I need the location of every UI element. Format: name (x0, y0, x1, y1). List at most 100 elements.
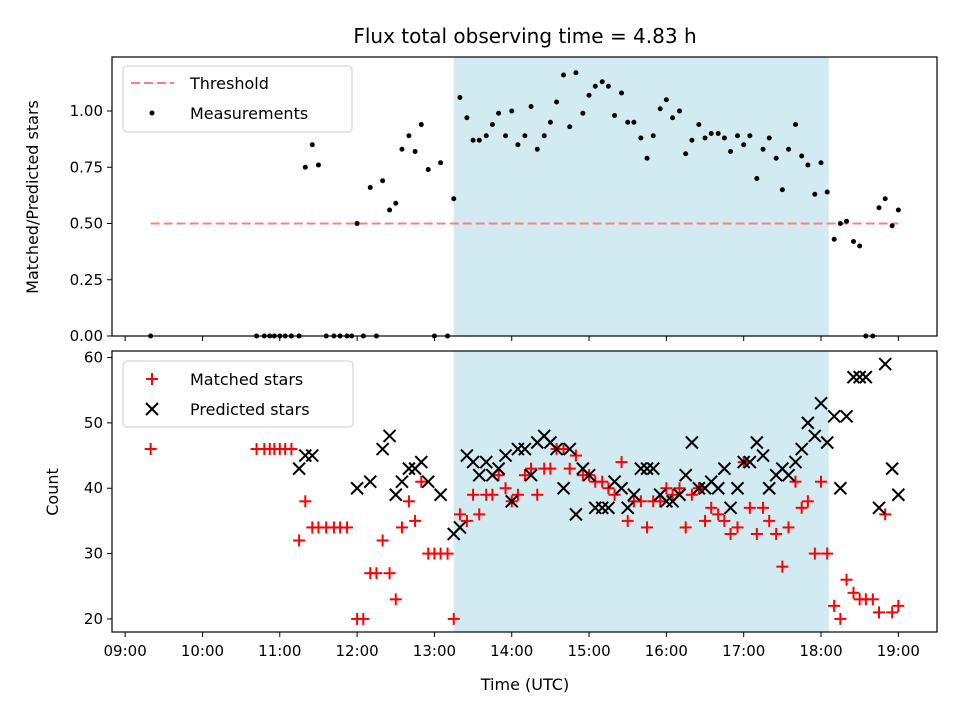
predicted-stars-point (505, 494, 519, 509)
matched-stars-point (679, 521, 692, 534)
top-legend: Threshold Measurements (122, 65, 353, 133)
legend-matched-label: Matched stars (190, 370, 303, 389)
measurement-point (702, 135, 708, 141)
measurement-point (580, 110, 586, 116)
matched-stars-point (453, 508, 466, 521)
matched-stars-point (757, 501, 770, 514)
matched-stars-point (299, 495, 312, 508)
measurement-point (612, 113, 618, 118)
predicted-stars-point (885, 461, 899, 476)
matched-stars-point (834, 612, 847, 625)
measurement-point (741, 142, 747, 148)
predicted-stars-point (298, 448, 313, 463)
measurement-point (824, 189, 830, 195)
bottom-y-tick-label: 60 (84, 349, 103, 367)
measurement-point (831, 236, 837, 242)
predicted-stars-point (801, 416, 815, 430)
predicted-stars-point (859, 370, 873, 384)
matched-stars-point (795, 501, 808, 514)
matched-stars-point (285, 443, 298, 456)
predicted-stars-point (582, 468, 596, 482)
measurement-point (747, 133, 753, 139)
matched-stars-point (873, 606, 886, 619)
top-x-ticks (124, 336, 899, 341)
measurement-point (805, 162, 811, 168)
measurement-point (483, 133, 489, 139)
matched-stars-point (293, 534, 306, 547)
measurement-point (786, 146, 792, 152)
predicted-stars-point (833, 481, 848, 495)
measurement-point (793, 122, 799, 127)
measurement-point (599, 79, 605, 85)
matched-stars-point (685, 488, 698, 501)
x-tick-label: 11:00 (258, 642, 301, 660)
measurement-point (663, 97, 669, 103)
measurement-point (605, 83, 611, 89)
measurement-point (818, 160, 824, 166)
predicted-stars-point (640, 461, 654, 476)
predicted-stars-point (614, 481, 629, 495)
predicted-stars-point (292, 461, 306, 476)
measurement-point (457, 95, 463, 100)
matched-stars-point (531, 488, 544, 501)
x-tick-label: 16:00 (645, 642, 688, 660)
predicted-stars-point (808, 429, 822, 443)
predicted-stars-point (395, 474, 409, 489)
measurement-point (451, 196, 457, 202)
bottom-legend: Matched stars Predicted stars (122, 360, 354, 428)
measurement-point (380, 178, 386, 184)
predicted-stars-point (518, 442, 532, 456)
measurement-point (515, 142, 521, 148)
predicted-stars-point (736, 455, 751, 469)
predicted-stars-point (556, 481, 571, 495)
measurement-point (619, 90, 625, 96)
predicted-stars-point (891, 488, 906, 502)
predicted-stars-point (672, 488, 687, 502)
measurement-point (586, 92, 592, 98)
matched-stars-point (750, 527, 763, 540)
top-y-tick-label: 0.00 (70, 327, 103, 345)
predicted-stars-point (762, 481, 776, 495)
bottom-y-tick-label: 30 (84, 545, 103, 563)
predicted-stars-point (350, 481, 364, 495)
predicted-stars-point (750, 435, 764, 450)
predicted-stars-point (872, 501, 886, 515)
measurement-point (547, 119, 553, 125)
matched-stars-point (447, 612, 460, 625)
matched-stars-point (815, 475, 828, 488)
predicted-stars-point (453, 520, 467, 535)
measurement-point (567, 124, 573, 130)
measurement-point (425, 167, 431, 172)
predicted-stars-point (491, 461, 506, 476)
matched-stars-point (666, 488, 679, 501)
measurement-point (406, 133, 412, 139)
measurement-point (715, 131, 721, 136)
measurement-point (735, 133, 741, 139)
legend-threshold-label: Threshold (189, 74, 269, 93)
predicted-stars-point (846, 370, 861, 384)
measurement-point (721, 135, 727, 141)
measurement-point (438, 160, 444, 166)
bottom-panel: 20 30 40 50 60 09:00 10:00 11:00 12:00 13:00 14:0… (43, 349, 938, 694)
x-tick-label: 12:00 (335, 642, 378, 660)
predicted-stars-point (421, 474, 435, 489)
x-tick-label: 17:00 (722, 642, 765, 660)
matched-stars-point (641, 521, 654, 534)
measurement-point (760, 146, 766, 152)
bottom-y-tick-label: 20 (84, 610, 103, 628)
predicted-stars-point (794, 442, 809, 456)
measurement-point (302, 164, 308, 170)
measurement-point (503, 133, 509, 139)
predicted-stars-point (839, 409, 854, 424)
x-tick-label: 19:00 (877, 642, 920, 660)
matched-stars-point (770, 527, 783, 540)
top-y-axis-label: Matched/Predicted stars (23, 100, 42, 294)
matched-stars-point (724, 527, 737, 540)
matched-stars-point (743, 501, 756, 514)
measurement-point (773, 155, 779, 161)
measurement-point (708, 131, 714, 136)
predicted-stars-point (756, 448, 770, 463)
measurement-point (464, 115, 470, 121)
matched-stars-point (621, 514, 634, 527)
measurement-point (889, 223, 895, 229)
